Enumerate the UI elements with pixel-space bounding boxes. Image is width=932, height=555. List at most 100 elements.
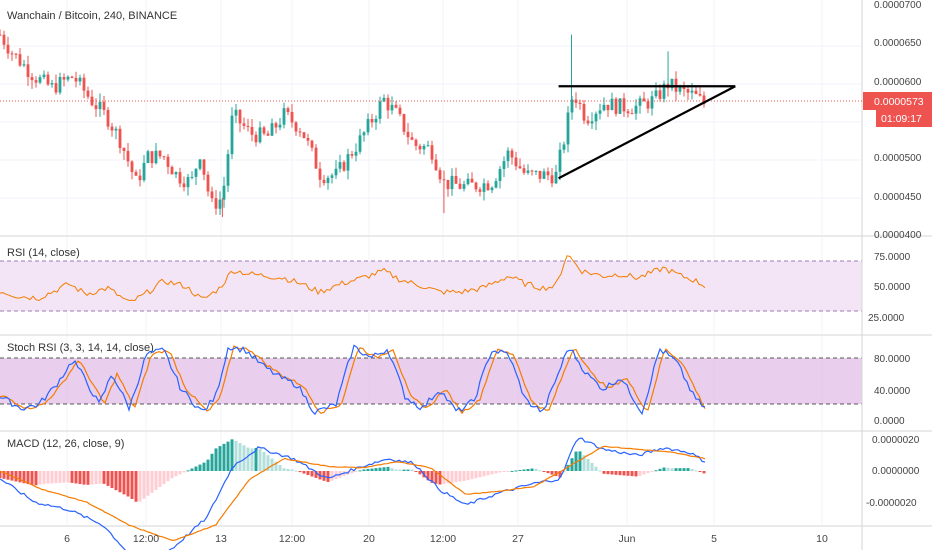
- macd-histogram-bar: [494, 471, 498, 474]
- macd-histogram-bar: [178, 471, 182, 475]
- candle: [178, 167, 182, 188]
- triangle-support-line[interactable]: [558, 85, 736, 180]
- candle: [6, 36, 10, 59]
- candle: [446, 179, 450, 197]
- macd-histogram-bar: [642, 471, 646, 475]
- countdown-label-bg: [876, 110, 932, 127]
- rsi-axis[interactable]: 75.0000 50.0000 25.0000: [868, 252, 911, 324]
- macd-histogram-bar: [558, 471, 562, 478]
- ascending-triangle-drawing[interactable]: [558, 85, 736, 180]
- candle: [578, 99, 582, 110]
- candle: [190, 171, 194, 180]
- macd-histogram-bar: [50, 471, 54, 484]
- macd-histogram-bar: [386, 466, 390, 471]
- candle: [458, 178, 462, 190]
- macd-histogram-bar: [682, 468, 686, 471]
- macd-histogram-bar: [206, 459, 210, 471]
- macd-histogram-bar: [2, 471, 6, 479]
- macd-histogram-bar: [186, 470, 190, 472]
- candle: [266, 130, 270, 136]
- macd-histogram-bar: [134, 471, 138, 502]
- candle: [278, 118, 282, 131]
- candle: [366, 113, 370, 136]
- candle: [342, 160, 346, 172]
- macd-histogram-bar: [402, 469, 406, 471]
- macd-histogram-bar: [630, 471, 634, 477]
- candle: [546, 167, 550, 181]
- macd-histogram-bar: [526, 468, 530, 471]
- macd-histogram-bar: [674, 468, 678, 471]
- macd-histogram-bar: [698, 471, 702, 472]
- candle: [26, 55, 30, 86]
- candle: [234, 104, 238, 124]
- candle: [186, 173, 190, 196]
- macd-histogram-bar: [590, 462, 594, 471]
- macd-histogram-bar: [490, 471, 494, 475]
- macd-histogram-bar: [446, 471, 450, 484]
- macd-histogram-bar: [498, 471, 502, 473]
- macd-histogram-bar: [350, 471, 354, 474]
- macd-histogram-bar: [406, 469, 410, 471]
- candle: [422, 143, 426, 155]
- macd-histogram-bar: [46, 471, 50, 484]
- candle: [246, 118, 250, 132]
- candle: [334, 160, 338, 179]
- candle: [454, 167, 458, 184]
- macd-histogram-bar: [670, 468, 674, 471]
- candle: [654, 82, 658, 99]
- macd-histogram-bar: [210, 453, 214, 471]
- candle: [30, 73, 34, 89]
- rsi-line: [0, 255, 706, 302]
- candle: [338, 154, 342, 173]
- macd-histogram-bar: [146, 471, 150, 496]
- candle: [550, 168, 554, 188]
- candle: [538, 170, 542, 183]
- price-tick: 0.0000400: [874, 230, 922, 241]
- macd-histogram-bar: [482, 471, 486, 477]
- macd-histogram-bar: [474, 471, 478, 479]
- stoch-axis[interactable]: 80.0000 40.0000 0.0000: [874, 354, 911, 427]
- macd-histogram-bar: [374, 468, 378, 471]
- rsi-tick: 25.0000: [868, 313, 905, 324]
- candle: [590, 112, 594, 130]
- candle: [254, 131, 258, 147]
- macd-histogram-bar: [202, 462, 206, 471]
- time-label: 10: [816, 533, 828, 545]
- candle: [502, 156, 506, 178]
- candle: [670, 78, 674, 92]
- macd-histogram-bar: [226, 441, 230, 471]
- macd-histogram-bar: [566, 464, 570, 471]
- time-axis[interactable]: 6 12:00 13 12:00 20 12:00 27 Jun 5 10: [64, 533, 828, 545]
- candle: [218, 191, 222, 215]
- countdown-label: 01:09:17: [881, 113, 922, 125]
- macd-tick: 0.0000020: [872, 435, 920, 446]
- candle: [2, 30, 6, 50]
- macd-histogram-bar: [574, 451, 578, 471]
- macd-histogram-bar: [190, 468, 194, 471]
- candle: [122, 147, 126, 160]
- macd-histogram-bar: [82, 471, 86, 485]
- candle: [74, 71, 78, 88]
- candle: [138, 169, 142, 187]
- candle: [162, 155, 166, 160]
- candlestick-series: [0, 29, 706, 217]
- candle: [542, 168, 546, 180]
- macd-tick: -0.0000020: [866, 498, 917, 509]
- macd-histogram-bar: [486, 471, 490, 476]
- rsi-overbought-oversold-band: [0, 261, 862, 311]
- macd-histogram-bar: [662, 467, 666, 471]
- macd-histogram-bar: [358, 470, 362, 472]
- macd-histogram-bar: [314, 471, 318, 478]
- macd-histogram-bar: [250, 448, 254, 471]
- price-axis[interactable]: 0.0000700 0.0000650 0.0000600 0.0000500 …: [874, 0, 922, 241]
- macd-histogram-bar: [658, 468, 662, 471]
- candle: [602, 97, 606, 112]
- candle: [630, 108, 634, 115]
- candle: [110, 123, 114, 137]
- macd-histogram-bar: [174, 471, 178, 477]
- macd-histogram-bar: [522, 469, 526, 471]
- macd-histogram-bar: [86, 471, 90, 485]
- macd-axis[interactable]: 0.0000020 0.0000000 -0.0000020: [866, 435, 920, 509]
